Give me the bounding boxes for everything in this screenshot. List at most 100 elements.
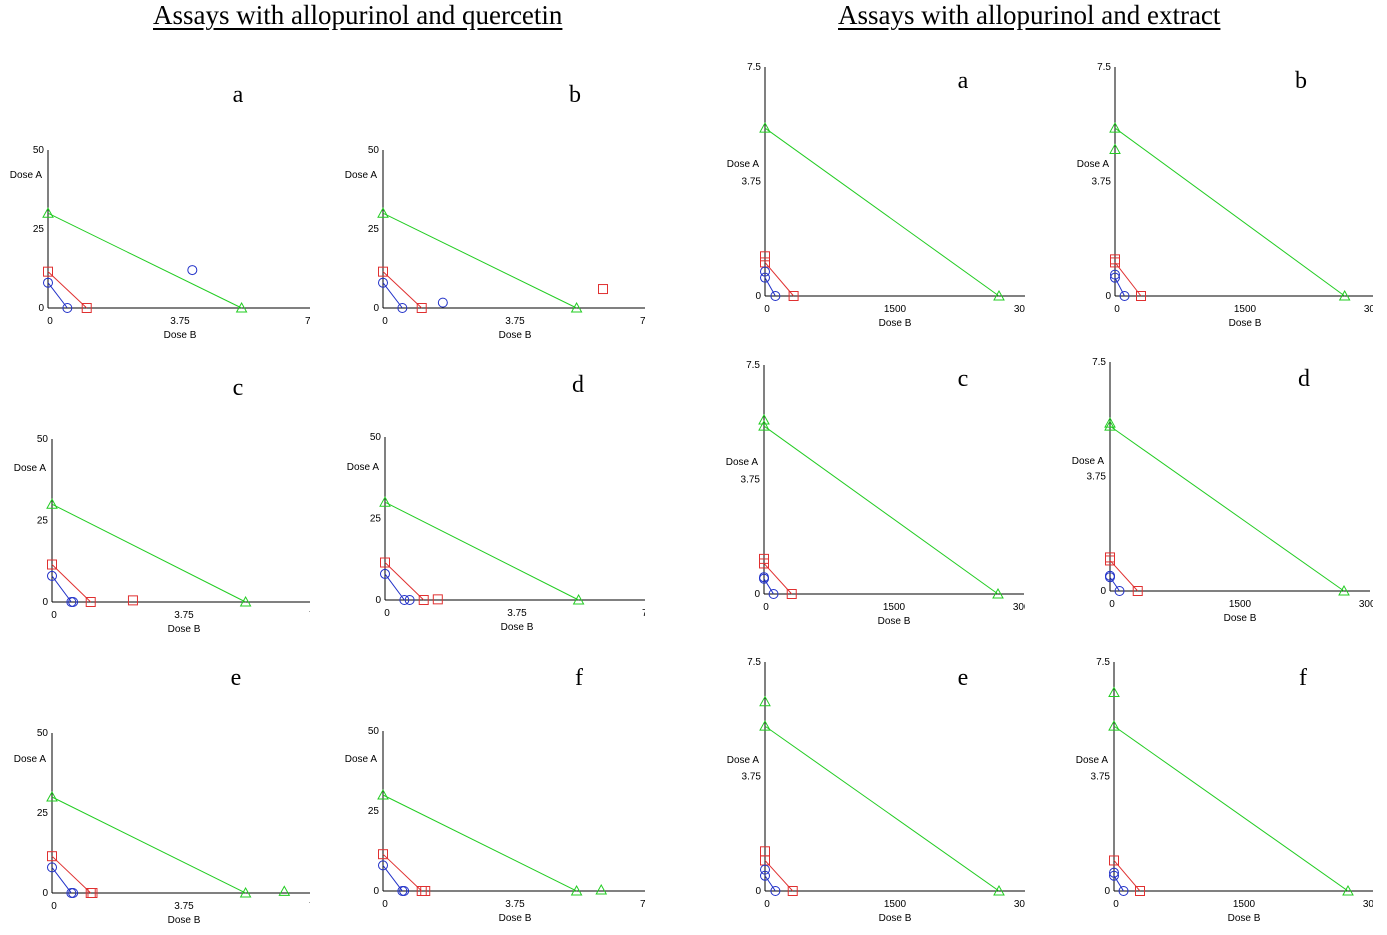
data-point-square xyxy=(1109,855,1119,866)
data-point-triangle xyxy=(595,884,608,895)
x-tick-label: 3.75 xyxy=(505,316,525,327)
isobole-line-green xyxy=(47,212,242,309)
data-point-circle xyxy=(47,862,57,873)
x-axis-label: Dose B xyxy=(499,330,532,341)
data-point-triangle xyxy=(759,695,771,707)
panel-letter: f xyxy=(575,665,583,691)
data-point-circle xyxy=(760,266,770,277)
data-point-triangle xyxy=(570,884,583,896)
x-tick-label: 7.5 xyxy=(309,901,310,912)
data-point-triangle xyxy=(1109,122,1121,133)
x-tick-label: 0 xyxy=(47,316,53,327)
x-tick-label: 7.5 xyxy=(640,316,645,327)
panel-letter: b xyxy=(569,82,581,108)
data-point-square xyxy=(47,559,57,570)
x-tick-label: 0 xyxy=(51,610,57,621)
isobole-line-blue xyxy=(764,277,776,297)
y-axis-label: Dose A xyxy=(14,754,47,765)
data-point-square xyxy=(380,557,390,568)
data-point-circle xyxy=(380,568,390,579)
panel-letter: d xyxy=(572,372,584,398)
data-point-square xyxy=(85,597,96,607)
isobole-line-red xyxy=(51,564,92,603)
x-axis-label: Dose B xyxy=(501,622,534,633)
x-tick-label: 3.75 xyxy=(170,316,190,327)
data-point-triangle xyxy=(377,788,389,800)
x-tick-label: 7.5 xyxy=(640,899,645,910)
isobole-line-red xyxy=(382,853,423,892)
y-axis-label: Dose A xyxy=(1072,456,1105,467)
data-point-triangle xyxy=(758,413,770,425)
isobole-line-red xyxy=(763,563,793,595)
isobole-line-green xyxy=(1114,127,1345,297)
x-tick-label: 1500 xyxy=(1233,899,1256,910)
data-point-circle xyxy=(404,595,415,605)
x-axis-label: Dose B xyxy=(164,330,197,341)
y-tick-label: 25 xyxy=(370,514,382,525)
isobole-line-red xyxy=(382,271,423,309)
y-tick-label: 3.75 xyxy=(1091,772,1111,783)
y-axis-label: Dose A xyxy=(726,457,759,468)
data-point-square xyxy=(759,553,769,564)
isobole-line-green xyxy=(51,503,246,603)
isobole-line-green xyxy=(382,794,577,892)
x-tick-label: 0 xyxy=(384,608,390,619)
data-point-circle xyxy=(760,272,770,283)
isobole-line-blue xyxy=(1114,277,1125,297)
data-point-circle xyxy=(768,589,779,599)
isobole-line-blue xyxy=(764,875,776,892)
data-point-circle xyxy=(1119,291,1130,301)
data-point-circle xyxy=(760,870,770,881)
x-axis-label: Dose B xyxy=(1224,613,1257,624)
data-point-circle xyxy=(47,570,57,581)
data-point-square xyxy=(43,266,53,277)
data-point-triangle xyxy=(992,587,1004,599)
section-title-extract: Assays with allopurinol and extract xyxy=(838,0,1221,30)
chart-panel-q-a: 0 3.75 7.5 0 25 50 Dose B Dose A a xyxy=(10,82,310,341)
chart-panel-q-c: 0 3.75 7.5 0 25 50 Dose B Dose A c xyxy=(14,375,310,635)
data-point-square xyxy=(378,266,388,277)
x-axis-label: Dose B xyxy=(499,913,532,924)
y-tick-label: 3.75 xyxy=(741,475,761,486)
panel-letter: e xyxy=(231,665,242,691)
x-tick-label: 0 xyxy=(763,602,769,613)
x-tick-label: 1500 xyxy=(884,304,907,315)
data-point-triangle xyxy=(1104,417,1116,428)
isobole-line-blue xyxy=(1113,875,1124,892)
y-tick-label: 0 xyxy=(754,589,760,600)
y-tick-label: 0 xyxy=(1104,886,1110,897)
data-point-circle xyxy=(1110,272,1120,283)
data-point-circle xyxy=(1114,586,1125,596)
x-axis-label: Dose B xyxy=(1228,913,1261,924)
x-tick-label: 0 xyxy=(1109,599,1115,610)
y-tick-label: 50 xyxy=(33,145,45,156)
x-tick-label: 3.75 xyxy=(174,610,194,621)
data-point-triangle xyxy=(759,122,771,133)
isobole-line-blue xyxy=(384,573,405,601)
y-tick-label: 3.75 xyxy=(742,177,762,188)
data-point-circle xyxy=(378,860,388,871)
x-axis-label: Dose B xyxy=(168,915,201,926)
chart-panel-q-b: 0 3.75 7.5 0 25 50 Dose B Dose A b xyxy=(345,82,645,341)
isobole-line-red xyxy=(384,562,425,601)
y-tick-label: 7.5 xyxy=(1097,62,1111,73)
data-point-triangle xyxy=(377,207,389,218)
data-point-circle xyxy=(1105,570,1115,581)
y-axis-label: Dose A xyxy=(1076,755,1109,766)
data-point-square xyxy=(760,846,770,857)
isobole-line-red xyxy=(764,262,794,297)
data-point-circle xyxy=(378,277,388,288)
y-tick-label: 50 xyxy=(368,145,380,156)
data-point-circle xyxy=(1110,269,1120,280)
data-point-triangle xyxy=(1342,884,1354,896)
x-tick-label: 7.5 xyxy=(309,610,310,621)
data-point-triangle xyxy=(758,420,770,431)
isobole-line-green xyxy=(1113,725,1349,892)
